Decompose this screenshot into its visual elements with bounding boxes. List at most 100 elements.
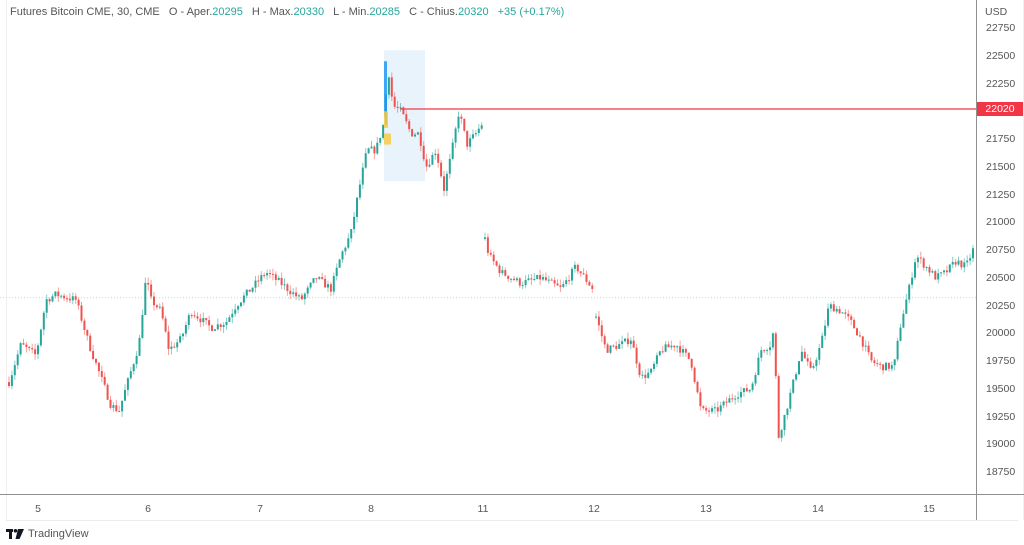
candle-up <box>42 312 45 330</box>
candle-up <box>225 321 228 326</box>
price-tick: 20500 <box>986 271 1016 284</box>
candle-down <box>173 346 176 348</box>
candle-down <box>289 290 292 295</box>
candle-down <box>411 129 414 137</box>
candle-up <box>469 138 472 147</box>
price-axis[interactable]: USD 227502250022250220002175021500212502… <box>976 0 1024 494</box>
time-tick: 7 <box>257 503 263 515</box>
candle-down <box>870 352 873 361</box>
candle-up <box>510 278 513 280</box>
candle-down <box>844 312 847 314</box>
candle-up <box>472 134 474 139</box>
price-tick: 18750 <box>986 466 1016 478</box>
candle-down <box>632 340 635 348</box>
price-tick: 21750 <box>986 133 1016 145</box>
price-tick: 22250 <box>986 77 1016 90</box>
candle-up <box>885 362 887 371</box>
candle-up <box>126 378 129 390</box>
candle-up <box>786 408 789 415</box>
candle-down <box>873 360 876 364</box>
candle-up <box>480 125 483 129</box>
symbol-title[interactable]: Futures Bitcoin CME, 30, CME <box>10 6 160 18</box>
candle-down <box>518 278 521 286</box>
candle-down <box>390 77 393 97</box>
candle-up <box>792 379 795 393</box>
candle-up <box>39 329 42 346</box>
candle-down <box>507 275 510 279</box>
candle-up <box>682 349 684 353</box>
candle-up <box>254 280 257 288</box>
candle-up <box>382 125 385 138</box>
candle-up <box>521 285 524 287</box>
candle-up <box>266 273 269 276</box>
candle-up <box>37 345 39 355</box>
candle-up <box>565 280 568 285</box>
candle-down <box>600 325 603 337</box>
candle-up <box>658 351 661 356</box>
candle-down <box>153 296 155 306</box>
candle-up <box>650 368 653 373</box>
candle-up <box>399 107 402 109</box>
candle-down <box>83 320 86 330</box>
candle-up <box>222 325 225 327</box>
candle-down <box>167 331 170 349</box>
candle-down <box>315 278 318 280</box>
candle-up <box>187 315 190 326</box>
candle-down <box>582 273 585 275</box>
candle-down <box>48 299 51 302</box>
candle-down <box>679 346 682 353</box>
candle-up <box>135 355 138 365</box>
candle-up <box>242 295 245 303</box>
candle-up <box>237 306 240 310</box>
candle-up <box>292 292 295 295</box>
candle-down <box>693 367 696 382</box>
candle-down <box>155 305 158 308</box>
candle-down <box>86 329 89 336</box>
candle-down <box>373 146 376 154</box>
candle-down <box>568 280 571 282</box>
candle-down <box>702 406 705 409</box>
candle-up <box>376 142 379 154</box>
candle-up <box>821 335 824 348</box>
candle-down <box>876 363 879 365</box>
candle-up <box>524 280 527 286</box>
candle-down <box>716 407 719 412</box>
candle-up <box>361 167 364 185</box>
candle-down <box>495 261 498 266</box>
tradingview-brand[interactable]: TradingView <box>6 528 89 540</box>
candle-up <box>864 345 867 347</box>
candle-up <box>573 264 576 269</box>
candle-down <box>74 296 77 300</box>
candlestick-plot[interactable] <box>0 0 976 494</box>
candle-up <box>179 336 182 343</box>
candle-up <box>312 278 315 283</box>
price-tick: 19250 <box>986 410 1016 423</box>
candle-up <box>338 259 341 268</box>
candle-up <box>527 278 530 281</box>
candle-down <box>934 271 937 280</box>
candle-down <box>550 279 553 281</box>
candle-up <box>387 77 390 95</box>
candle-up <box>966 260 969 263</box>
candle-down <box>806 358 809 362</box>
candle-down <box>300 295 303 300</box>
bottom-divider <box>6 520 1018 521</box>
candle-up <box>60 295 63 297</box>
alert-price-tag[interactable]: 22020 <box>977 102 1023 117</box>
candle-down <box>588 281 591 286</box>
candle-down <box>850 316 853 320</box>
candle-up <box>670 345 673 348</box>
candle-up <box>251 287 254 292</box>
candle-up <box>309 282 312 288</box>
candle-down <box>708 410 711 412</box>
candle-up <box>445 173 448 191</box>
high-label: H - Max. <box>251 6 294 18</box>
candle-up <box>754 375 757 384</box>
candle-down <box>489 252 492 255</box>
price-tick: 22500 <box>986 49 1016 62</box>
candle-up <box>306 287 309 294</box>
candle-down <box>28 346 31 349</box>
candle-up <box>925 267 928 269</box>
time-axis[interactable]: 5 6 7 8 11 12 13 14 15 <box>0 494 976 520</box>
tradingview-logo-icon <box>6 529 24 539</box>
